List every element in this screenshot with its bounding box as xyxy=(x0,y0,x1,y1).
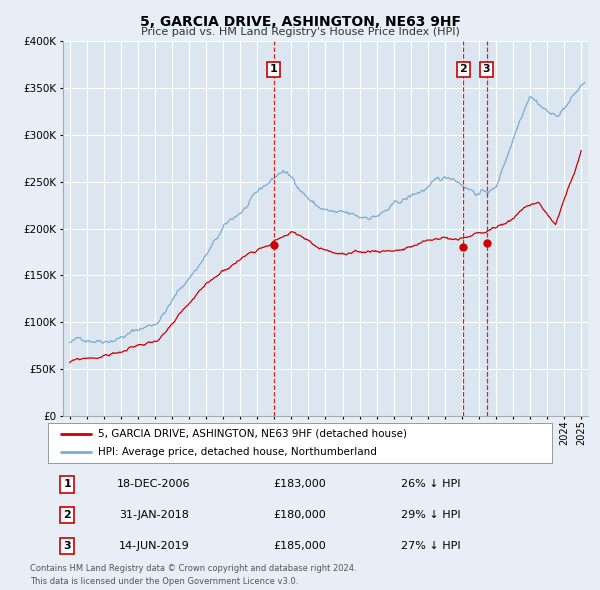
Text: This data is licensed under the Open Government Licence v3.0.: This data is licensed under the Open Gov… xyxy=(30,577,298,586)
Text: 31-JAN-2018: 31-JAN-2018 xyxy=(119,510,189,520)
Text: 2: 2 xyxy=(460,64,467,74)
Text: £185,000: £185,000 xyxy=(274,541,326,550)
Text: 3: 3 xyxy=(64,541,71,550)
Text: HPI: Average price, detached house, Northumberland: HPI: Average price, detached house, Nort… xyxy=(98,447,377,457)
Text: 27% ↓ HPI: 27% ↓ HPI xyxy=(401,541,461,550)
Text: Price paid vs. HM Land Registry's House Price Index (HPI): Price paid vs. HM Land Registry's House … xyxy=(140,27,460,37)
Text: 26% ↓ HPI: 26% ↓ HPI xyxy=(401,480,461,489)
Text: £180,000: £180,000 xyxy=(274,510,326,520)
Text: 1: 1 xyxy=(270,64,278,74)
Text: Contains HM Land Registry data © Crown copyright and database right 2024.: Contains HM Land Registry data © Crown c… xyxy=(30,564,356,573)
Text: 2: 2 xyxy=(63,510,71,520)
Text: 14-JUN-2019: 14-JUN-2019 xyxy=(118,541,189,550)
Text: 18-DEC-2006: 18-DEC-2006 xyxy=(117,480,191,489)
Text: 3: 3 xyxy=(483,64,490,74)
Text: 5, GARCIA DRIVE, ASHINGTON, NE63 9HF (detached house): 5, GARCIA DRIVE, ASHINGTON, NE63 9HF (de… xyxy=(98,429,407,439)
Text: 5, GARCIA DRIVE, ASHINGTON, NE63 9HF: 5, GARCIA DRIVE, ASHINGTON, NE63 9HF xyxy=(139,15,461,29)
Text: 1: 1 xyxy=(63,480,71,489)
Text: £183,000: £183,000 xyxy=(274,480,326,489)
Text: 29% ↓ HPI: 29% ↓ HPI xyxy=(401,510,461,520)
